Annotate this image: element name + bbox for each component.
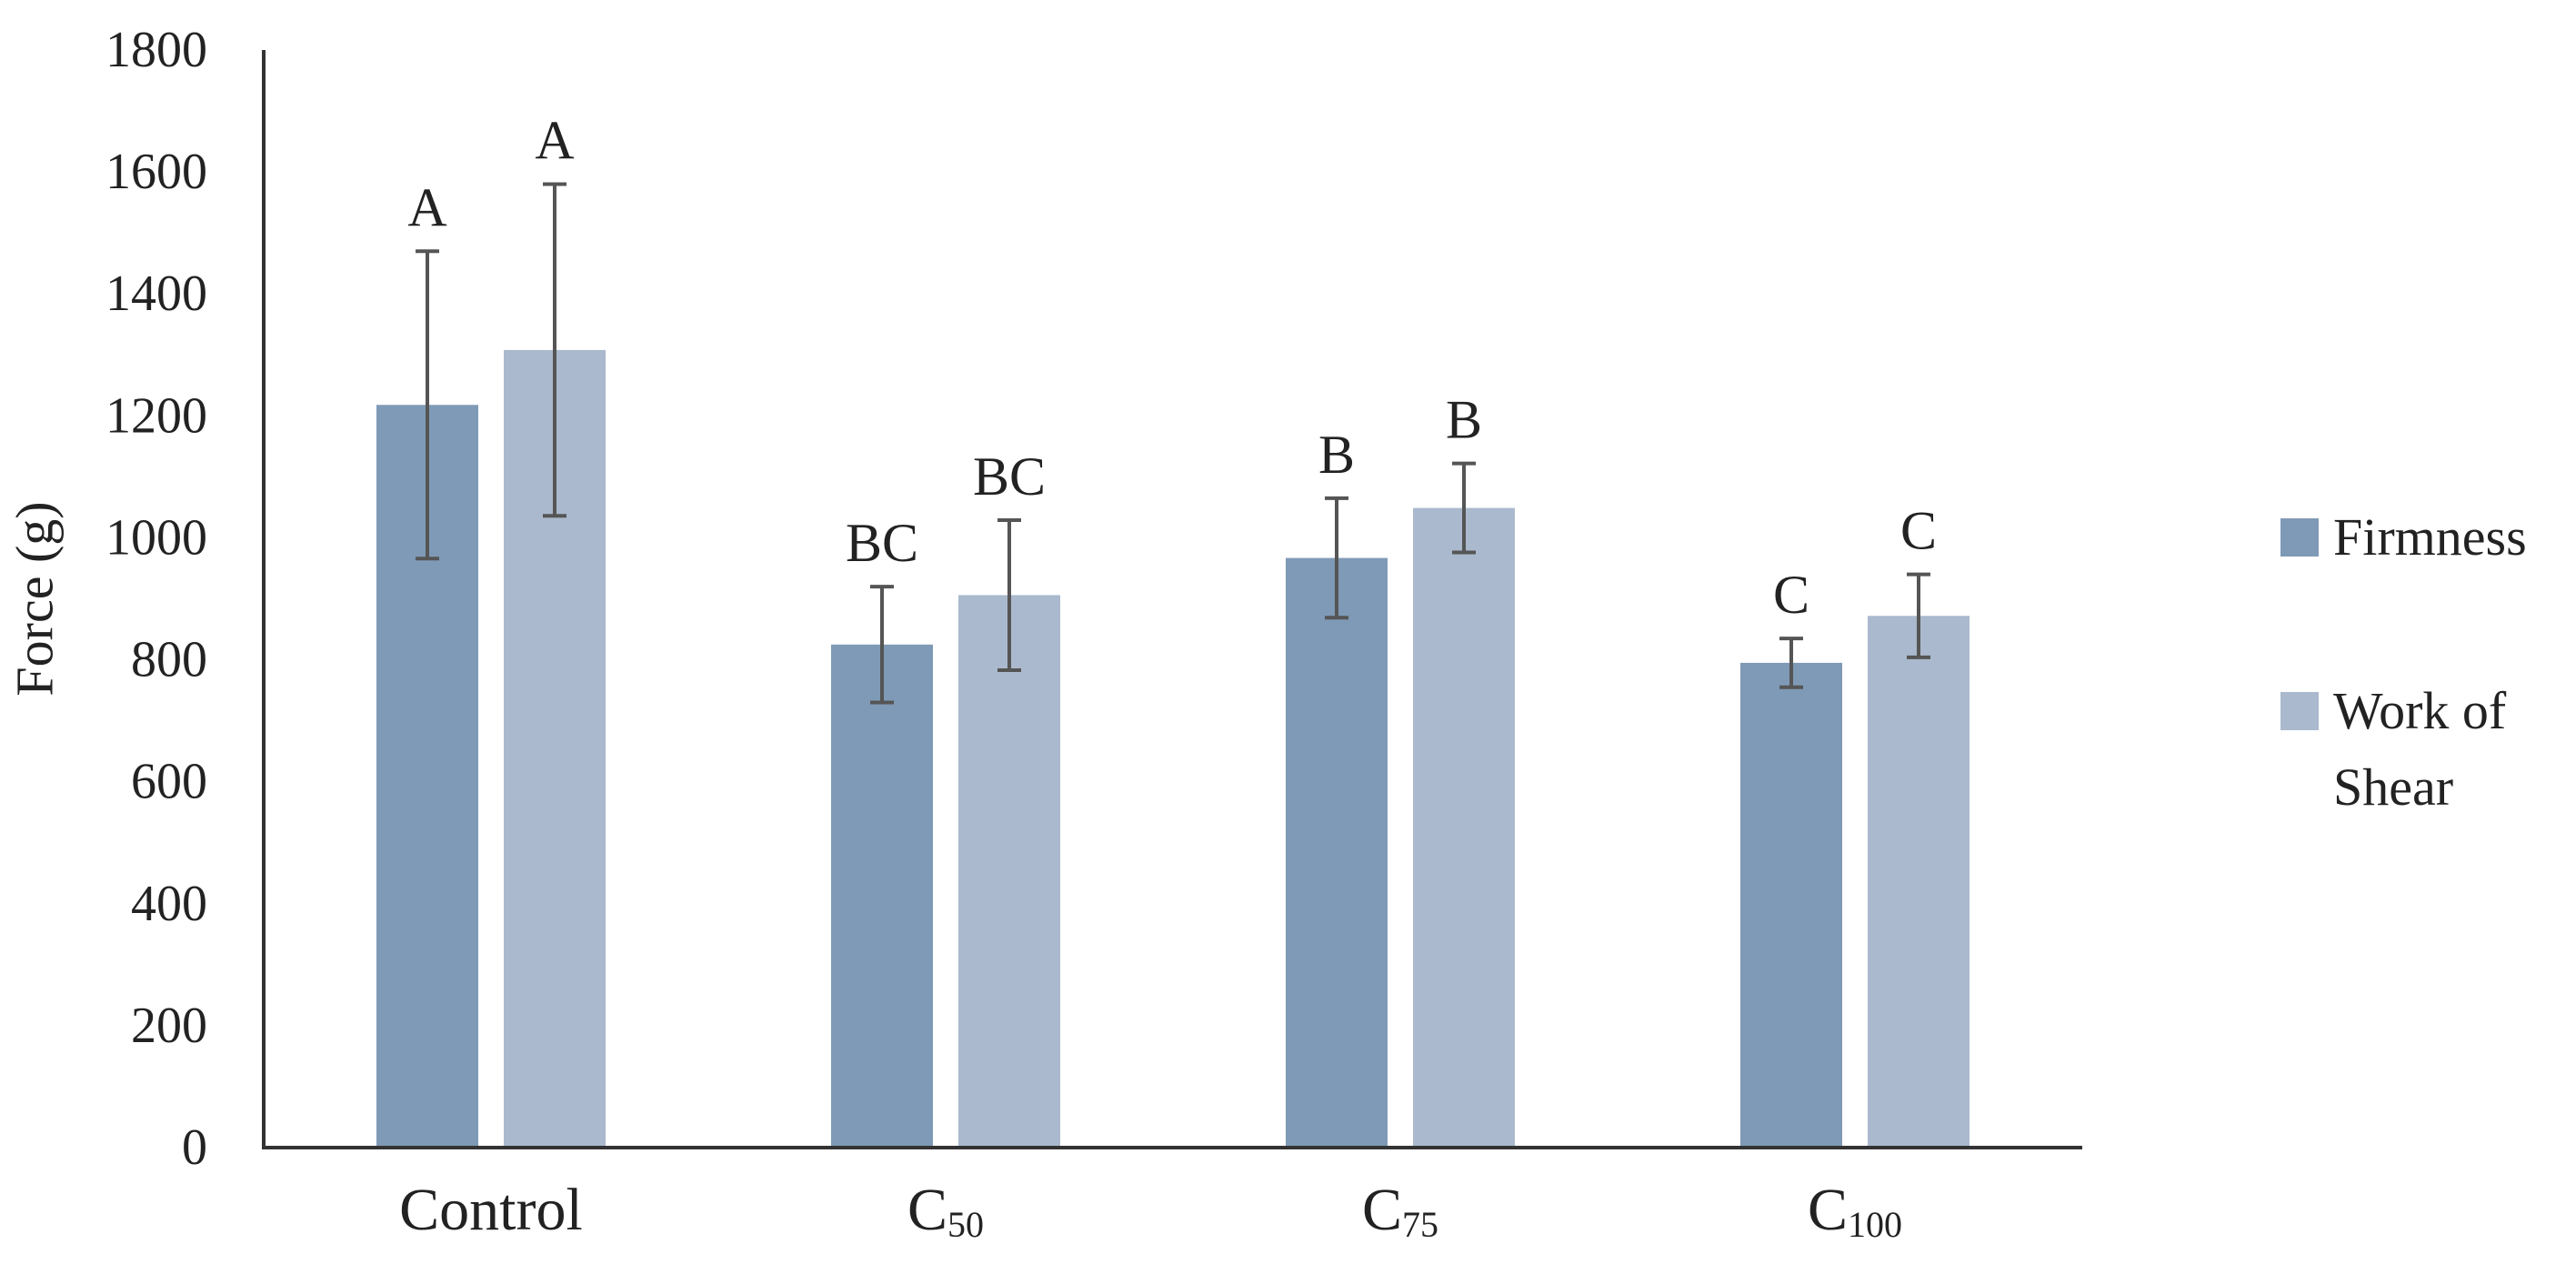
significance-letter: BC [846,513,918,573]
legend-item: Work of Shear [2280,681,2507,817]
y-tick-label: 1400 [105,266,207,322]
legend-swatch [2280,692,2319,730]
x-tick-label: C50 [907,1177,984,1245]
significance-letter: C [1773,565,1809,625]
error-bars [416,182,1930,705]
bar-work-of-shear [958,595,1060,1148]
significance-letter: BC [973,446,1046,507]
y-tick-label: 1600 [105,144,207,200]
error-bar [870,585,894,705]
x-axis-labels: Control C50 C75 C100 [399,1177,1902,1245]
y-tick-label: 200 [131,998,207,1054]
bar-firmness [1740,662,1842,1148]
error-bar [1907,572,1930,659]
bar-firmness [831,644,933,1148]
legend: Firmness Work of Shear [2280,507,2527,817]
y-tick-label: 1000 [105,509,207,566]
x-tick-label: C75 [1362,1177,1438,1245]
legend-item: Firmness [2280,507,2527,567]
bar-firmness [1286,557,1388,1148]
y-axis-title: Force (g) [5,501,65,696]
legend-swatch [2280,518,2319,557]
significance-letter: A [535,111,574,171]
legend-label: Work of Shear [2333,681,2507,817]
bar-work-of-shear [1413,507,1515,1148]
bar-work-of-shear [1868,616,1970,1148]
bars [376,349,1970,1149]
error-bar [1779,637,1803,689]
significance-letter: B [1446,390,1482,450]
error-bar [997,517,1021,672]
y-tick-label: 800 [131,632,207,688]
error-bar [1325,496,1348,620]
y-tick-label: 600 [131,754,207,810]
legend-label: Firmness [2333,507,2527,567]
x-tick-label: Control [399,1177,583,1243]
x-tick-label: C100 [1808,1177,1902,1245]
significance-letter: A [407,177,446,237]
significance-letter: C [1900,501,1937,561]
y-tick-label: 0 [182,1119,207,1176]
y-tick-label: 1800 [105,22,207,78]
error-bar [416,249,439,561]
y-axis-ticks: 0 200 400 600 800 1000 1200 1400 1600 1800 [105,22,207,1176]
y-tick-label: 400 [131,876,207,932]
y-tick-label: 1200 [105,387,207,444]
error-bar [1452,461,1476,555]
error-bar [543,182,566,518]
significance-letter: B [1318,425,1355,485]
